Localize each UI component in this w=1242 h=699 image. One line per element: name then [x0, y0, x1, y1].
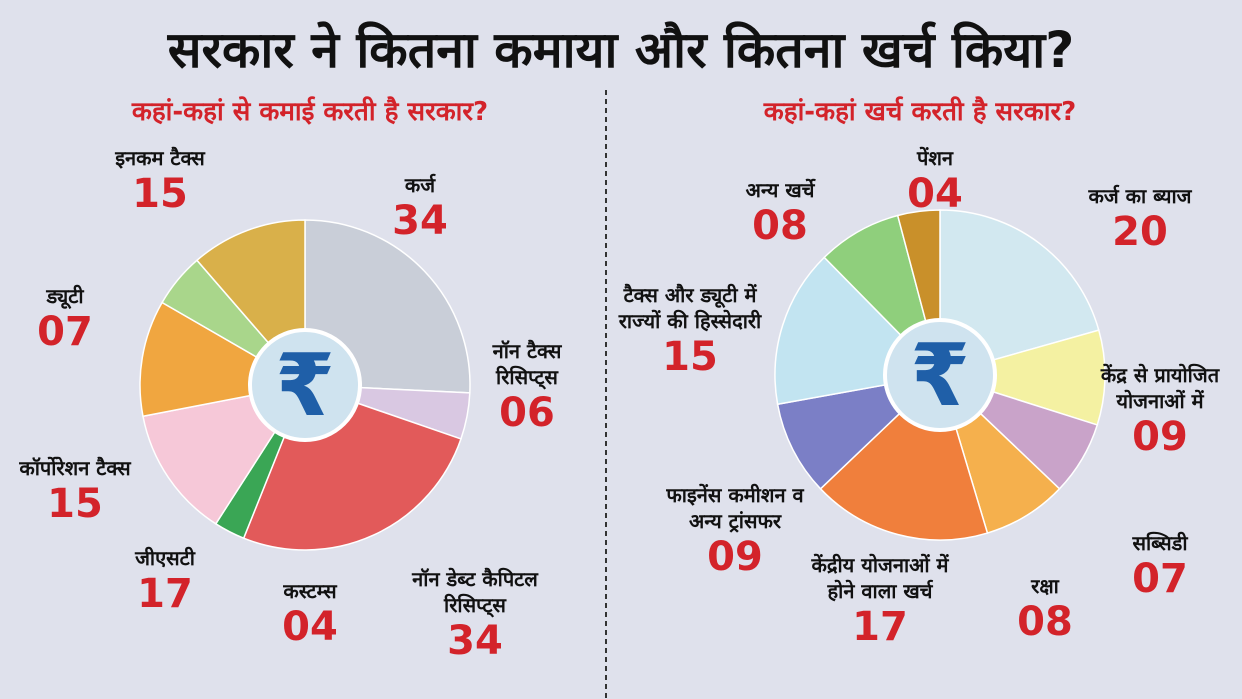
center-symbol: ₹	[910, 326, 970, 426]
pie-slice	[937, 329, 1106, 426]
value-label: 15	[132, 171, 188, 217]
category-label: सब्सिडी	[1132, 531, 1188, 555]
value-label: 09	[707, 534, 763, 580]
category-label: अन्य खर्चे	[745, 178, 815, 202]
category-label: केंद्र से प्रायोजित योजनाओं में	[1100, 363, 1220, 413]
category-label: नॉन डेब्ट कैपिटल रिसिप्ट्स	[412, 567, 538, 617]
category-label: इनकम टैक्स	[115, 146, 205, 170]
value-label: 17	[852, 604, 908, 650]
value-label: 06	[499, 390, 555, 436]
slice-label: कस्टम्स 04	[265, 578, 355, 650]
slice-label: जीएसटी 17	[120, 545, 210, 617]
category-label: कर्ज	[404, 173, 436, 197]
slice-label: टैक्स और ड्यूटी में राज्यों की हिस्सेदार…	[605, 282, 775, 380]
value-label: 04	[907, 171, 963, 217]
slice-label: कॉर्पोरेशन टैक्स 15	[10, 455, 140, 527]
value-label: 08	[1017, 599, 1073, 645]
slice-label: ड्यूटी 07	[25, 283, 105, 355]
category-label: रक्षा	[1031, 574, 1059, 598]
category-label: कर्ज का ब्याज	[1088, 184, 1192, 208]
category-label: केंद्रीय योजनाओं में होने वाला खर्च	[811, 553, 949, 603]
page-title: सरकार ने कितना कमाया और कितना खर्च किया?	[167, 21, 1075, 79]
center-symbol: ₹	[275, 336, 335, 436]
value-label: 08	[752, 203, 808, 249]
slice-label: सब्सिडी 07	[1110, 530, 1210, 602]
value-label: 15	[47, 481, 103, 527]
value-label: 09	[1132, 414, 1188, 460]
slice-label: नॉन टैक्स रिसिप्ट्स 06	[462, 338, 592, 436]
category-label: जीएसटी	[135, 546, 195, 570]
value-label: 17	[137, 571, 193, 617]
slice-label: फाइनेंस कमीशन व अन्य ट्रांसफर 09	[660, 482, 810, 580]
value-label: 20	[1112, 209, 1168, 255]
value-label: 15	[662, 334, 718, 380]
value-label: 07	[37, 309, 93, 355]
slice-label: नॉन डेब्ट कैपिटल रिसिप्ट्स 34	[380, 566, 570, 664]
center-circle	[883, 318, 997, 432]
value-label: 34	[447, 618, 503, 664]
slice-label: इनकम टैक्स 15	[90, 145, 230, 217]
slice-label: पेंशन 04	[895, 145, 975, 217]
slice-label: रक्षा 08	[1015, 573, 1075, 645]
chart-title: कहां-कहां खर्च करती है सरकार?	[763, 97, 1077, 127]
slice-label: कर्ज का ब्याज 20	[1060, 183, 1220, 255]
pie-slice	[939, 209, 1100, 376]
value-label: 34	[392, 198, 448, 244]
category-label: कॉर्पोरेशन टैक्स	[19, 456, 131, 480]
slice-label: केंद्रीय योजनाओं में होने वाला खर्च 17	[800, 552, 960, 650]
category-label: टैक्स और ड्यूटी में राज्यों की हिस्सेदार…	[618, 283, 762, 333]
category-label: नॉन टैक्स रिसिप्ट्स	[492, 339, 562, 389]
value-label: 07	[1132, 556, 1188, 602]
slice-label: केंद्र से प्रायोजित योजनाओं में 09	[1100, 362, 1220, 460]
category-label: ड्यूटी	[46, 284, 84, 308]
category-label: फाइनेंस कमीशन व अन्य ट्रांसफर	[666, 483, 804, 533]
chart-title: कहां-कहां से कमाई करती है सरकार?	[131, 97, 489, 127]
slice-label: कर्ज 34	[380, 172, 460, 244]
category-label: पेंशन	[916, 146, 954, 170]
slice-label: अन्य खर्चे 08	[715, 177, 845, 249]
category-label: कस्टम्स	[283, 579, 337, 603]
value-label: 04	[282, 604, 338, 650]
center-circle	[248, 328, 362, 442]
